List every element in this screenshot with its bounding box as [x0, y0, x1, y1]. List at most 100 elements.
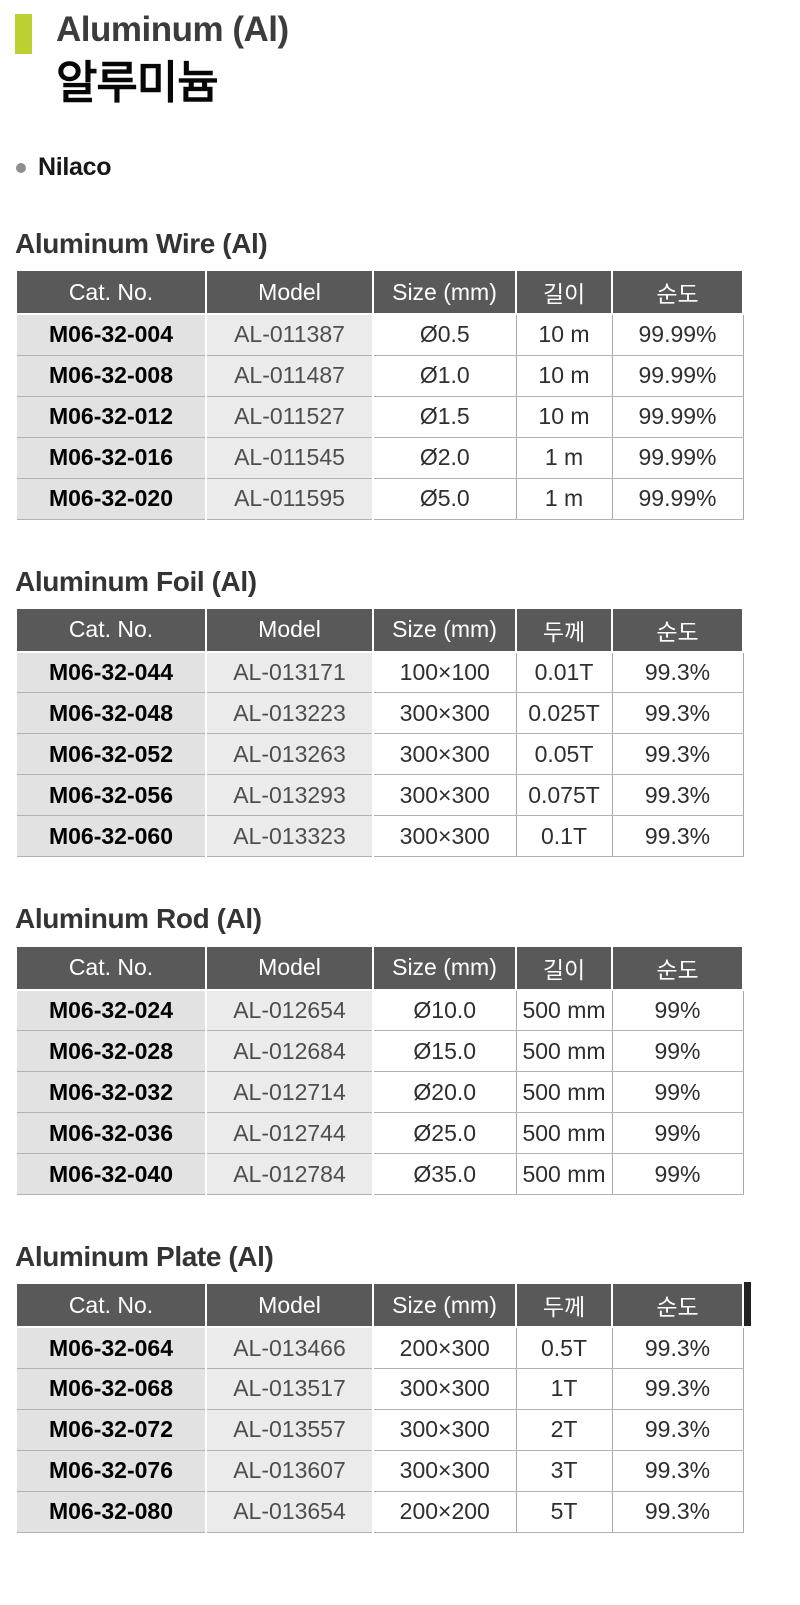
column-header-0: Cat. No. [15, 269, 207, 316]
table-row: M06-32-012 AL-011527 Ø1.5 10 m 99.99% [15, 395, 744, 438]
cell-dimension: 3T [515, 1449, 613, 1492]
page-title-texts: Aluminum (Al) 알루미늄 [56, 10, 800, 109]
table-row: M06-32-072 AL-013557 300×300 2T 99.3% [15, 1408, 744, 1451]
cell-model: AL-013607 [205, 1449, 374, 1492]
cell-cat-no: M06-32-040 [15, 1153, 207, 1196]
cell-cat-no: M06-32-048 [15, 692, 207, 735]
column-header-2: Size (mm) [372, 944, 517, 991]
cell-dimension: 10 m [515, 354, 613, 397]
section-heading-rod: Aluminum Rod (Al) [15, 903, 262, 935]
cell-size: Ø1.0 [372, 354, 517, 397]
table-row: M06-32-044 AL-013171 100×100 0.01T 99.3% [15, 651, 744, 694]
table-row: M06-32-056 AL-013293 300×300 0.075T 99.3% [15, 774, 744, 817]
cell-dimension: 0.05T [515, 733, 613, 776]
cell-size: Ø0.5 [372, 313, 517, 356]
cell-dimension: 1T [515, 1367, 613, 1410]
cell-cat-no: M06-32-080 [15, 1490, 207, 1533]
cell-size: 200×300 [372, 1326, 517, 1369]
cell-cat-no: M06-32-072 [15, 1408, 207, 1451]
cell-cat-no: M06-32-052 [15, 733, 207, 776]
cell-dimension: 0.025T [515, 692, 613, 735]
table-wrap-wire: Cat. No. Model Size (mm) 길이 순도 M06-32-004 AL-0… [15, 269, 744, 520]
cell-cat-no: M06-32-076 [15, 1449, 207, 1492]
cell-dimension: 2T [515, 1408, 613, 1451]
supplier-name: Nilaco [38, 153, 112, 181]
column-header-3: 두께 [515, 1282, 613, 1329]
cell-purity: 99.3% [611, 1367, 744, 1410]
cell-cat-no: M06-32-060 [15, 815, 207, 858]
table-wrap-rod: Cat. No. Model Size (mm) 길이 순도 M06-32-024 AL-0… [15, 944, 744, 1196]
header-row: Cat. No. Model Size (mm) 두께 순도 [15, 1282, 744, 1329]
plate-header-edge-mark [744, 1282, 751, 1327]
cell-dimension: 500 mm [515, 1112, 613, 1155]
cell-purity: 99.99% [611, 477, 744, 520]
table-row: M06-32-068 AL-013517 300×300 1T 99.3% [15, 1367, 744, 1410]
cell-dimension: 10 m [515, 313, 613, 356]
cell-model: AL-012654 [205, 989, 374, 1032]
accent-bar [15, 14, 32, 54]
cell-size: Ø10.0 [372, 989, 517, 1032]
cell-size: Ø5.0 [372, 477, 517, 520]
cell-purity: 99.3% [611, 1490, 744, 1533]
section-heading-plate: Aluminum Plate (Al) [15, 1241, 274, 1273]
cell-size: Ø25.0 [372, 1112, 517, 1155]
cell-model: AL-013654 [205, 1490, 374, 1533]
spec-table-foil: Cat. No. Model Size (mm) 두께 순도 M06-32-044 AL-0… [15, 606, 744, 858]
table-wrap-foil: Cat. No. Model Size (mm) 두께 순도 M06-32-044 AL-0… [15, 606, 744, 858]
section-aluminum-foil: Aluminum Foil (Al) Cat. No. Model Size (mm… [15, 566, 800, 858]
catalog-page: Aluminum (Al) 알루미늄 Nilaco Aluminum Wire … [15, 10, 800, 1533]
column-header-0: Cat. No. [15, 1282, 207, 1329]
cell-cat-no: M06-32-012 [15, 395, 207, 438]
cell-purity: 99.3% [611, 733, 744, 776]
cell-cat-no: M06-32-036 [15, 1112, 207, 1155]
cell-model: AL-011595 [205, 477, 374, 520]
header-row: Cat. No. Model Size (mm) 길이 순도 [15, 269, 744, 316]
table-row: M06-32-080 AL-013654 200×200 5T 99.3% [15, 1490, 744, 1533]
column-header-1: Model [205, 269, 374, 316]
cell-dimension: 500 mm [515, 1030, 613, 1073]
spec-table-wire: Cat. No. Model Size (mm) 길이 순도 M06-32-004 AL-0… [15, 269, 744, 520]
column-header-3: 길이 [515, 944, 613, 991]
cell-dimension: 10 m [515, 395, 613, 438]
cell-dimension: 500 mm [515, 1153, 613, 1196]
cell-cat-no: M06-32-008 [15, 354, 207, 397]
table-row: M06-32-028 AL-012684 Ø15.0 500 mm 99% [15, 1030, 744, 1073]
column-header-1: Model [205, 1282, 374, 1329]
table-row: M06-32-064 AL-013466 200×300 0.5T 99.3% [15, 1326, 744, 1369]
cell-cat-no: M06-32-016 [15, 436, 207, 479]
cell-size: 300×300 [372, 733, 517, 776]
cell-cat-no: M06-32-028 [15, 1030, 207, 1073]
page-title-english: Aluminum (Al) [56, 10, 289, 49]
cell-cat-no: M06-32-024 [15, 989, 207, 1032]
table-row: M06-32-076 AL-013607 300×300 3T 99.3% [15, 1449, 744, 1492]
cell-purity: 99.99% [611, 313, 744, 356]
spec-table-plate: Cat. No. Model Size (mm) 두께 순도 M06-32-064 AL-0… [15, 1282, 744, 1533]
cell-size: 300×300 [372, 774, 517, 817]
supplier-row: Nilaco [16, 153, 800, 182]
table-row: M06-32-016 AL-011545 Ø2.0 1 m 99.99% [15, 436, 744, 479]
cell-size: 300×300 [372, 1367, 517, 1410]
cell-dimension: 0.1T [515, 815, 613, 858]
page-title-block: Aluminum (Al) 알루미늄 [15, 10, 800, 109]
cell-purity: 99% [611, 1112, 744, 1155]
cell-model: AL-013557 [205, 1408, 374, 1451]
cell-purity: 99.3% [611, 815, 744, 858]
header-row: Cat. No. Model Size (mm) 두께 순도 [15, 606, 744, 653]
cell-size: Ø2.0 [372, 436, 517, 479]
section-heading-foil: Aluminum Foil (Al) [15, 565, 257, 597]
bullet-icon [16, 162, 26, 173]
cell-cat-no: M06-32-056 [15, 774, 207, 817]
table-row: M06-32-060 AL-013323 300×300 0.1T 99.3% [15, 815, 744, 858]
cell-size: 300×300 [372, 1449, 517, 1492]
cell-purity: 99% [611, 1153, 744, 1196]
cell-dimension: 0.5T [515, 1326, 613, 1369]
cell-size: 300×300 [372, 815, 517, 858]
table-row: M06-32-048 AL-013223 300×300 0.025T 99.3% [15, 692, 744, 735]
cell-purity: 99.99% [611, 354, 744, 397]
cell-purity: 99% [611, 989, 744, 1032]
cell-model: AL-011545 [205, 436, 374, 479]
table-row: M06-32-008 AL-011487 Ø1.0 10 m 99.99% [15, 354, 744, 397]
cell-size: 300×300 [372, 1408, 517, 1451]
section-aluminum-wire: Aluminum Wire (Al) Cat. No. Model Size (mm… [15, 228, 800, 520]
table-row: M06-32-032 AL-012714 Ø20.0 500 mm 99% [15, 1071, 744, 1114]
